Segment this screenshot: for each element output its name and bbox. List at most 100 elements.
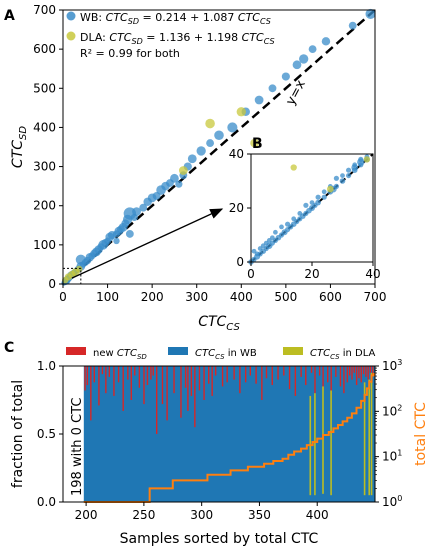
cs-dla-bar [322,386,324,494]
new-sd-bar [362,366,365,375]
new-sd-bar [101,366,104,375]
new-sd-bar [113,366,115,396]
cs-dla-bar [314,393,316,496]
inset-point-dla [290,164,297,171]
new-sd-bar [214,366,217,376]
inset-point-wb [285,221,291,227]
new-sd-bar [156,366,158,434]
new-sd-bar [249,366,251,376]
inset-point-wb [357,158,365,166]
inset-point-wb [257,246,263,251]
legend-cs-wb-swatch [168,347,188,355]
new-sd-bar [244,366,247,383]
point-wb [196,146,206,156]
cs-wb-area [83,366,376,502]
new-sd-bar [255,366,257,384]
panel-a-label: A [4,8,15,24]
inset-point-wb [315,194,321,200]
new-sd-bar [239,366,241,394]
inset-y-tick-label: 20 [229,201,244,215]
inset-point-wb [254,251,260,257]
x-tick-label: 300 [185,290,208,304]
new-sd-bar [173,366,175,394]
c-x-tick-label: 300 [190,508,213,522]
point-wb [299,54,309,64]
total-ctc-line [83,373,375,503]
new-sd-bar [339,366,342,387]
c-x-tick-label: 250 [132,508,155,522]
new-sd-bar [343,366,345,394]
new-sd-bar [98,366,100,406]
new-sd-bar [166,366,168,421]
point-dla [236,107,246,117]
new-sd-bar [367,366,369,380]
point-dla [205,118,215,129]
new-sd-bar [351,366,353,380]
x-tick-label: 0 [59,290,67,304]
panel-a-legend: WB: CTCSD = 0.214 + 1.087 CTCCS DLA: CTC… [66,11,275,60]
new-sd-bar [122,366,124,411]
x-tick-label: 500 [274,290,297,304]
panel-b: B 0 20 40 0 20 40 [229,136,381,281]
inset-point-wb [273,229,278,235]
point-wb [292,60,302,70]
inset-point-wb [251,248,257,254]
new-sd-bar [211,366,213,396]
panel-c-right-axis-label: total CTC [413,402,429,466]
panel-a-plot-area [61,8,376,286]
y-tick-label: 400 [33,120,56,134]
new-sd-bar [184,366,187,388]
x-tick-label: 200 [141,290,164,304]
inset-point-dla [326,185,334,193]
point-wb [214,130,224,141]
panel-c-x-ticks: 200 250 300 350 400 [75,502,329,522]
new-sd-bar [335,366,337,377]
new-sd-bar [348,366,351,376]
inset-point-wb [269,235,275,241]
new-sd-bar [194,366,196,428]
new-sd-bar [117,366,120,383]
c-right-tick-label: 100 [382,494,402,509]
point-wb [281,72,290,81]
new-sd-bar [138,366,141,388]
new-sd-bar [300,366,302,377]
new-sd-bar [221,366,224,387]
point-wb [206,139,215,148]
panel-c-y-axis-label: fraction of total [10,380,26,488]
zoom-box [62,267,82,285]
x-tick-label: 600 [319,290,342,304]
new-sd-bar [346,366,349,383]
point-dla [75,265,83,273]
new-sd-bar [86,366,89,386]
new-sd-bar [143,366,145,405]
c-x-tick-label: 350 [248,508,271,522]
legend-cs-wb-text: CTCCS in WB [195,348,257,361]
inset-point-wb [297,211,303,216]
new-sd-bar [365,366,367,377]
y-tick-label: 100 [33,238,56,252]
new-sd-bar [226,366,228,383]
panel-a-x-ticks: 0 100 200 300 400 500 600 700 [59,284,386,304]
new-sd-bar [84,366,86,391]
inset-point-wb [351,164,359,171]
c-right-tick-label: 101 [382,449,402,464]
point-wb [365,8,376,19]
new-sd-bar [369,366,372,373]
new-sd-bar [150,366,152,380]
new-sd-bar [180,366,182,418]
y-tick-label: 500 [33,81,56,95]
inset-point-wb [279,224,284,230]
new-sd-bar [187,366,189,411]
panel-c-label: C [4,340,14,356]
inset-y-tick-label: 40 [229,147,244,161]
legend-r2-text: R² = 0.99 for both [80,47,180,60]
panel-c-x-axis-label: Samples sorted by total CTC [120,531,319,547]
new-sd-bar [271,366,273,386]
panel-b-x-ticks: 0 20 40 [247,262,381,281]
point-wb [175,180,183,188]
point-wb [227,122,238,133]
legend-wb-text: WB: CTCSD = 0.214 + 1.087 CTCCS [80,11,271,26]
y-tick-label: 700 [33,3,56,17]
new-sd-bar [372,366,374,376]
